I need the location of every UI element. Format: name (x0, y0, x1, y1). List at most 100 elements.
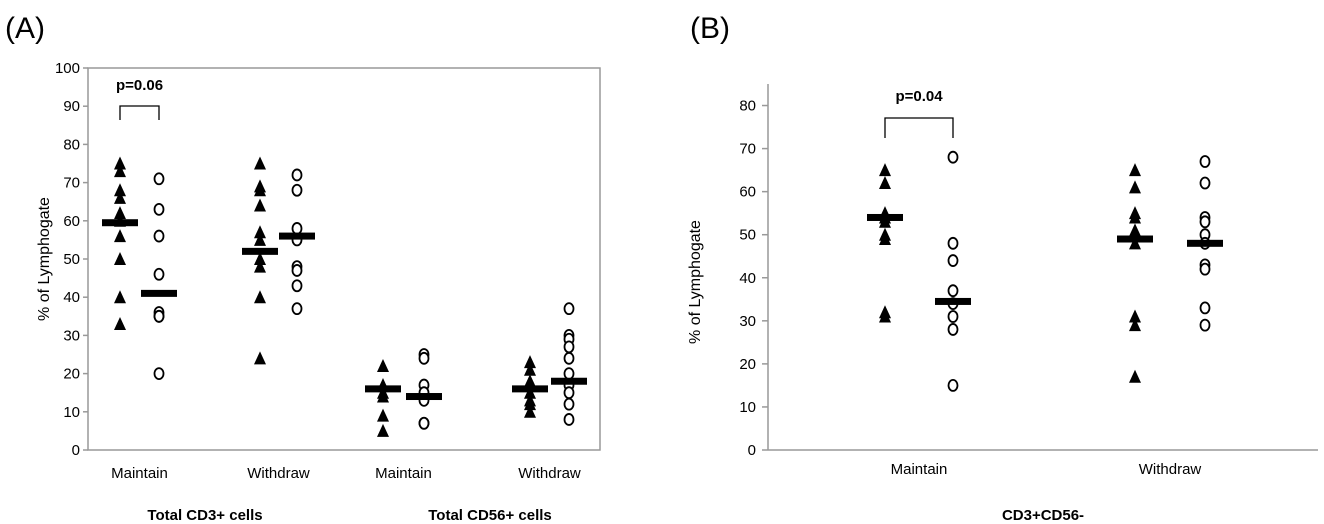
panel-a-circle-point (291, 264, 303, 277)
panel-a-circle-point (291, 183, 303, 197)
panel-a-plot-frame (87, 67, 601, 451)
panel-b-triangle-point (879, 214, 891, 228)
panel-a-triangle-point (114, 206, 126, 220)
panel-b-triangle-point (879, 163, 891, 177)
panel-a-letter: (A) (5, 12, 45, 45)
panel-a-triangle-point (114, 164, 126, 178)
panel-a-y-tick-label: 30 (63, 327, 80, 344)
panel-a-triangle-point (114, 252, 126, 265)
panel-a-circle-point (291, 302, 303, 316)
panel-a-category-label: Withdraw (518, 465, 581, 482)
panel-b-circle-point (1199, 318, 1211, 332)
panel-b-y-tick-label: 10 (739, 399, 756, 416)
panel-a-triangle-point (114, 229, 126, 243)
panel-a-circle-point (291, 168, 303, 182)
panel-a-significance-bracket (119, 105, 160, 120)
panel-b-y-tick-label: 70 (739, 141, 756, 158)
panel-a-group-label: Total CD3+ cells (147, 507, 262, 524)
panel-b-median-bar (935, 297, 971, 305)
panel-a-circle-point (563, 386, 575, 400)
panel-a-group-label: Total CD56+ cells (428, 507, 552, 524)
panel-a-circle-point (563, 351, 575, 365)
panel-a-y-axis-label: % of Lymphogate (36, 197, 53, 321)
panel-a-triangle-point (114, 316, 126, 330)
panel-a-triangle-point (254, 252, 266, 265)
panel-b-circle-point (947, 323, 959, 336)
panel-a-triangle-point (114, 190, 126, 204)
panel-b-triangle-point (879, 232, 891, 246)
panel-a-y-tick-label: 20 (63, 366, 80, 383)
panel-a-circle-point (153, 202, 165, 216)
panel-b-y-tick-label: 40 (739, 270, 756, 287)
panel-a-triangle-point (254, 290, 266, 304)
panel-a-plot: 0 10 20 30 40 50 60 70 80 90 100 Maintain Withdraw Ma… (55, 60, 587, 524)
panel-a-y-tick-label: 70 (63, 175, 80, 192)
panel-b-circle-point (947, 379, 959, 392)
panel-a-triangle-point (254, 232, 266, 246)
panel-a-triangle-point (524, 355, 536, 369)
panel-a-y-tick-label: 100 (55, 60, 80, 77)
panel-b-y-tick-label: 0 (748, 442, 756, 459)
panel-a-triangle-point (377, 423, 389, 437)
panel-b-circle-point (947, 284, 959, 298)
panel-a-circle-point (418, 351, 430, 365)
panel-b-category-label: Withdraw (1139, 461, 1202, 478)
panel-b-triangle-point (1129, 369, 1141, 383)
panel-a-circle-point (291, 222, 303, 235)
panel-a-circle-point (563, 367, 575, 381)
panel-a-triangle-point (254, 156, 266, 170)
panel-a-triangle-point (377, 389, 389, 403)
panel-b-y-axis-label: % of Lymphogate (687, 220, 704, 344)
panel-b-circle-point (947, 150, 959, 164)
panel-a-triangle-point (254, 183, 266, 197)
panel-a-circle-point (563, 302, 575, 316)
panel-b-median-bar (1117, 235, 1153, 243)
panel-b-circle-point (1199, 215, 1211, 229)
panel-a-y-tick-label: 40 (63, 289, 80, 306)
panel-a-triangle-point (254, 198, 266, 212)
panel-a-triangle-point (114, 156, 126, 170)
panel-b-circle-point (1199, 155, 1211, 168)
panel-a-y-tick-label: 60 (63, 213, 80, 230)
panel-a-triangle-point (524, 404, 536, 418)
panel-a-triangle-point (524, 362, 536, 376)
panel-b-y-tick-label: 30 (739, 313, 756, 330)
panel-a-median-bar (551, 377, 587, 385)
panel-a-y-tick-label: 0 (72, 442, 80, 459)
panel-b-y-tick-label: 60 (739, 184, 756, 201)
panel-b-significance-bracket (884, 117, 954, 138)
panel-a-median-bar (365, 385, 401, 393)
panel-b-circle-point (1199, 176, 1211, 190)
panel-b-letter: (B) (690, 12, 730, 45)
panel-a-circle-point (153, 367, 165, 381)
panel-b-category-label: Maintain (891, 461, 948, 478)
panel-a-category-label: Maintain (111, 465, 168, 482)
panel-a-median-bar (141, 289, 177, 297)
panel-b-circle-point (947, 254, 959, 267)
panel-a-y-tick-label: 10 (63, 404, 80, 421)
panel-a-y-tick-label: 80 (63, 136, 80, 153)
panel-b-triangle-point (1129, 318, 1141, 332)
panel-a-category-label: Withdraw (247, 465, 310, 482)
panel-b-triangle-point (1129, 180, 1141, 194)
panel-b-triangle-point (1129, 309, 1141, 323)
panel-b-triangle-point (1129, 163, 1141, 177)
panel-a-circle-point (418, 416, 430, 430)
panel-a-triangle-point (524, 374, 536, 388)
panel-a-circle-point (563, 340, 575, 354)
panel-a-triangle-point (254, 351, 266, 365)
panel-a-triangle-point (254, 225, 266, 239)
panel-b-circle-point (1199, 262, 1211, 276)
panel-a-category-label: Maintain (375, 465, 432, 482)
panel-a-circle-point (153, 267, 165, 281)
panel-b-triangle-point (1129, 236, 1141, 250)
panel-b-group-label: CD3+CD56- (1002, 507, 1084, 524)
panel-b-triangle-point (1129, 210, 1141, 224)
panel-b-median-bar (867, 213, 903, 221)
panel-b-circle-point (947, 310, 959, 323)
panel-a-triangle-point (114, 183, 126, 197)
panel-a-triangle-point (254, 259, 266, 273)
panel-b-median-bar (1187, 239, 1223, 247)
panel-b-triangle-point (879, 309, 891, 323)
